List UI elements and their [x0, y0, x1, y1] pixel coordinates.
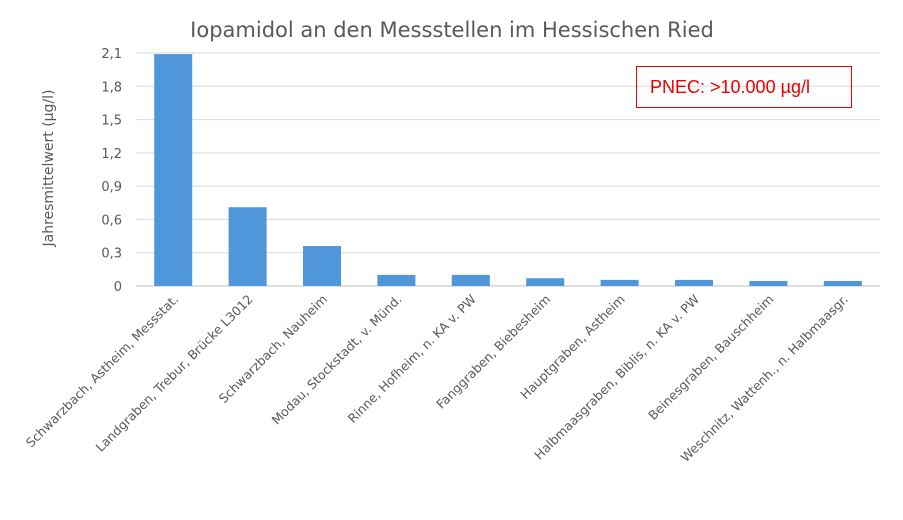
- y-tick-label: 0,3: [101, 247, 122, 262]
- x-tick-label: Schwarzbach, Astheim, Messstat.: [23, 292, 182, 451]
- x-tick-label: Modau, Stockstadt, v. Münd.: [269, 292, 405, 428]
- bar: [526, 278, 565, 286]
- x-tick-label: Landgraben, Trebur, Brücke L3012: [93, 292, 256, 455]
- x-tick-label: Rinne, Hofheim, n. KA v. PW: [345, 292, 479, 426]
- y-tick-label: 1,5: [101, 114, 122, 129]
- y-tick-label: 0,9: [101, 180, 122, 195]
- y-tick-label: 1,2: [101, 147, 122, 162]
- y-tick-label: 2,1: [101, 47, 122, 62]
- bar: [228, 207, 267, 286]
- bar: [377, 274, 416, 286]
- y-tick-label: 1,8: [101, 80, 122, 95]
- y-tick-label: 0: [114, 280, 122, 295]
- bar: [749, 281, 788, 286]
- y-tick-label: 0,6: [101, 213, 122, 228]
- bar: [154, 54, 193, 286]
- bar: [303, 246, 341, 286]
- chart-title: Iopamidol an den Messstellen im Hessisch…: [190, 18, 714, 42]
- bar: [823, 281, 862, 286]
- bar: [451, 274, 490, 286]
- x-tick-label: Halbmaasgraben, Biblis, n. KA v. PW: [531, 292, 702, 463]
- y-axis-label: Jahresmittelwert (µg/l): [41, 89, 57, 247]
- x-tick-label: Beinesgraben, Bauschheim: [645, 292, 776, 423]
- bar: [600, 279, 639, 286]
- bar: [675, 279, 713, 286]
- x-tick-label: Weschnitz, Wattenh., n. Halbmaasgr.: [678, 292, 851, 465]
- pnec-annotation: PNEC: >10.000 µg/l: [636, 66, 852, 108]
